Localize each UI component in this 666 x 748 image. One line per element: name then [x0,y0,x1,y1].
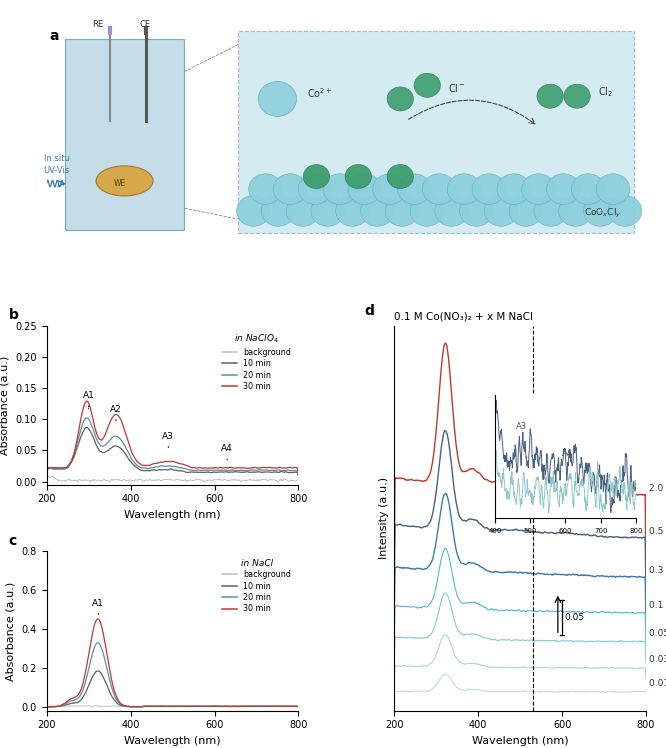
Circle shape [484,196,518,226]
Bar [238,31,634,233]
Circle shape [387,87,414,111]
Text: WE: WE [114,179,126,188]
Circle shape [298,174,332,204]
Circle shape [596,174,630,204]
Circle shape [564,85,590,108]
X-axis label: Wavelength (nm): Wavelength (nm) [472,736,568,746]
Circle shape [583,196,617,226]
Circle shape [547,174,580,204]
X-axis label: Wavelength (nm): Wavelength (nm) [125,736,221,746]
Circle shape [422,174,456,204]
Circle shape [472,174,505,204]
Legend: background, 10 min, 20 min, 30 min: background, 10 min, 20 min, 30 min [219,556,294,616]
Circle shape [537,85,563,108]
Text: 0.5 M: 0.5 M [649,527,666,536]
Circle shape [345,165,372,188]
Text: Co$^{2+}$: Co$^{2+}$ [307,87,333,100]
Y-axis label: Intensity (a.u.): Intensity (a.u.) [378,477,389,559]
Text: CE: CE [140,19,151,29]
Text: 0.05 M: 0.05 M [649,629,666,638]
Text: CoO$_x$Cl$_y$: CoO$_x$Cl$_y$ [584,207,622,220]
Circle shape [521,174,555,204]
Text: 2.0 M: 2.0 M [649,485,666,494]
Text: Cl$_2$: Cl$_2$ [598,85,613,99]
Text: b: b [9,308,19,322]
Text: Cl$^-$: Cl$^-$ [448,82,466,94]
Text: A1: A1 [83,391,95,409]
Circle shape [360,196,394,226]
Circle shape [323,174,357,204]
Circle shape [274,174,307,204]
X-axis label: Wavelength (nm): Wavelength (nm) [125,510,221,520]
Ellipse shape [96,166,153,196]
Text: 0.05: 0.05 [565,613,585,622]
Text: In situ
UV-Vis: In situ UV-Vis [44,154,70,174]
Circle shape [373,174,406,204]
Text: 0.3 M: 0.3 M [649,565,666,574]
Circle shape [448,174,481,204]
Circle shape [258,82,296,117]
Circle shape [236,196,270,226]
Text: A3: A3 [163,432,174,447]
Circle shape [248,174,282,204]
Circle shape [571,174,605,204]
Circle shape [398,174,431,204]
Circle shape [348,174,382,204]
Text: A1: A1 [93,598,104,616]
Circle shape [303,165,330,188]
Text: 0.03 M: 0.03 M [649,655,666,664]
Circle shape [460,196,493,226]
Circle shape [534,196,567,226]
Text: c: c [9,534,17,548]
Text: 0.1 M Co(NO₃)₂ + x M NaCl: 0.1 M Co(NO₃)₂ + x M NaCl [394,312,533,322]
Circle shape [497,174,531,204]
Text: A4: A4 [221,444,233,460]
Circle shape [509,196,543,226]
Circle shape [387,165,414,188]
Circle shape [385,196,419,226]
Circle shape [559,196,592,226]
Circle shape [336,196,369,226]
Circle shape [435,196,468,226]
Circle shape [608,196,642,226]
Text: A2: A2 [110,405,122,422]
Text: d: d [364,304,374,318]
Circle shape [311,196,344,226]
Circle shape [286,196,320,226]
Y-axis label: Absorbance (a.u.): Absorbance (a.u.) [6,581,16,681]
Y-axis label: Absorbance (a.u.): Absorbance (a.u.) [0,355,10,455]
Circle shape [410,196,444,226]
Text: 0.01 M: 0.01 M [649,678,666,688]
Text: a: a [50,29,59,43]
Text: 0.1 M: 0.1 M [649,601,666,610]
Bar [65,39,184,230]
Text: RE: RE [92,19,103,29]
Circle shape [261,196,295,226]
Legend: background, 10 min, 20 min, 30 min: background, 10 min, 20 min, 30 min [219,330,294,394]
Circle shape [414,73,440,97]
